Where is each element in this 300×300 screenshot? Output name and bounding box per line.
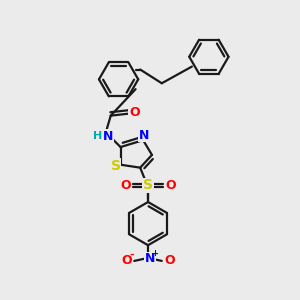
Text: N: N — [145, 252, 155, 266]
Text: O: O — [165, 179, 176, 192]
Text: -: - — [129, 250, 134, 260]
Text: S: S — [143, 178, 153, 192]
Text: +: + — [152, 249, 158, 258]
Text: H: H — [93, 131, 103, 141]
Text: O: O — [129, 106, 140, 119]
Text: O: O — [164, 254, 175, 267]
Text: S: S — [111, 159, 121, 173]
Text: N: N — [103, 130, 113, 143]
Text: O: O — [120, 179, 131, 192]
Text: O: O — [121, 254, 132, 267]
Text: N: N — [139, 129, 149, 142]
